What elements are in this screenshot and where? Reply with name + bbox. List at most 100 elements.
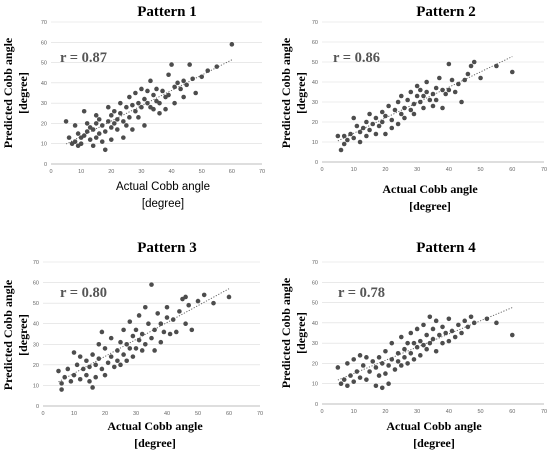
data-point <box>118 362 123 368</box>
data-point <box>187 62 192 67</box>
data-point <box>158 339 164 345</box>
data-point <box>143 341 148 347</box>
data-point <box>414 93 420 99</box>
data-point <box>405 361 410 366</box>
data-point <box>84 121 90 126</box>
data-point <box>178 86 183 92</box>
data-point <box>408 330 414 336</box>
x-tick-label: 40 <box>169 169 175 175</box>
data-point <box>121 352 126 357</box>
data-point <box>172 84 177 90</box>
y-tick-label: 50 <box>312 60 318 66</box>
data-point <box>172 100 177 106</box>
data-point <box>418 338 423 344</box>
data-point <box>421 93 426 99</box>
data-point <box>373 383 379 389</box>
x-tick-label: 60 <box>226 411 232 417</box>
x-tick-label: 20 <box>102 411 108 417</box>
data-point <box>214 64 220 69</box>
data-point <box>158 321 164 327</box>
data-point <box>164 315 170 320</box>
data-point <box>427 340 433 346</box>
data-point <box>152 327 157 333</box>
data-point <box>169 62 174 67</box>
data-point <box>90 352 95 357</box>
data-point <box>115 358 120 364</box>
data-point <box>345 137 350 143</box>
data-point <box>148 78 153 84</box>
data-point <box>59 387 64 392</box>
data-point <box>96 117 102 122</box>
data-point <box>383 131 388 137</box>
data-point <box>133 346 139 351</box>
data-point <box>193 90 198 96</box>
data-point <box>440 340 445 346</box>
y-tick-label: 30 <box>312 341 318 347</box>
data-point <box>189 327 195 333</box>
data-point <box>348 373 353 378</box>
data-point <box>345 361 350 366</box>
x-tick-label: 50 <box>478 409 484 415</box>
data-point <box>157 110 162 116</box>
x-axis-unit-label: [degree] <box>142 198 184 210</box>
y-tick-label: 50 <box>41 61 47 67</box>
data-point <box>395 121 401 127</box>
y-tick-label: 60 <box>33 281 39 287</box>
x-tick-label: 50 <box>195 411 201 417</box>
data-point <box>414 326 420 332</box>
data-point <box>456 322 461 328</box>
data-point <box>389 357 395 362</box>
data-point <box>373 131 379 137</box>
data-point <box>398 363 404 368</box>
data-point <box>357 139 363 145</box>
data-point <box>449 328 455 334</box>
data-point <box>402 115 407 121</box>
data-point <box>72 139 78 144</box>
data-point <box>351 135 357 141</box>
data-point <box>398 334 404 340</box>
data-point <box>395 350 401 356</box>
data-point <box>433 85 439 91</box>
data-point <box>484 316 490 322</box>
data-point <box>411 357 417 362</box>
data-point <box>348 131 353 137</box>
x-tick-label: 60 <box>509 167 515 173</box>
data-point <box>335 133 341 139</box>
data-point <box>127 115 132 120</box>
data-point <box>226 294 232 300</box>
data-point <box>136 337 142 343</box>
data-point <box>446 338 452 344</box>
data-point <box>386 363 391 368</box>
chart-panel-pattern-3: Pattern 3 0 10 20 30 40 50 60 70 0 10 20 30 40 50 60 70… <box>1 240 263 450</box>
data-point <box>177 309 182 314</box>
data-point <box>93 113 99 118</box>
data-point <box>424 89 429 95</box>
data-point <box>115 117 120 122</box>
data-point <box>75 131 81 136</box>
y-tick-label: 0 <box>36 404 39 410</box>
data-point <box>121 119 126 124</box>
y-axis-unit-label: [degree] <box>16 314 30 356</box>
data-point <box>102 346 108 351</box>
y-tick-label: 70 <box>312 260 318 266</box>
chart-panel-pattern-2: Pattern 2 0 10 20 30 40 50 60 70 0 10 20 30 40 50 60 70… <box>279 4 547 213</box>
x-tick-label: 40 <box>164 411 170 417</box>
data-point <box>468 63 474 69</box>
data-point <box>459 99 464 105</box>
y-tick-label: 0 <box>44 162 47 168</box>
y-tick-label: 10 <box>312 382 318 388</box>
x-axis-label: Actual Cobb angle <box>386 419 482 433</box>
data-point <box>367 127 372 133</box>
data-point <box>151 92 156 98</box>
data-point <box>108 125 114 130</box>
x-axis-unit-label: [degree] <box>134 436 176 450</box>
data-point <box>59 381 64 386</box>
data-point <box>386 381 391 387</box>
data-point <box>437 332 442 338</box>
data-point <box>102 147 108 153</box>
data-point <box>102 372 108 378</box>
data-point <box>133 108 138 114</box>
data-point <box>370 359 376 364</box>
data-point <box>108 354 114 359</box>
data-point <box>456 81 461 87</box>
